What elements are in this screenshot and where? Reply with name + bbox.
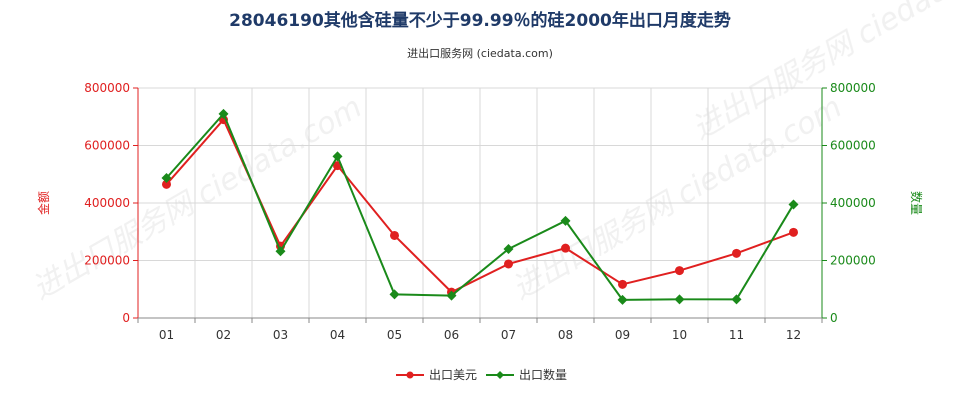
series-line-0	[165, 117, 794, 294]
left-tick-label: 600000	[84, 139, 130, 153]
data-point-amount	[162, 179, 171, 189]
grid	[138, 87, 822, 318]
right-axis-label: 数量	[909, 191, 924, 215]
data-point-amount	[561, 243, 570, 253]
right-tick-label: 600000	[830, 139, 876, 153]
x-tick-label: 09	[615, 328, 630, 342]
left-axis-ticks: 0 200000 400000 600000 800000	[84, 81, 138, 325]
legend: 出口美元 出口数量	[396, 367, 567, 382]
data-point-quantity	[332, 151, 343, 162]
data-point-quantity	[788, 199, 799, 210]
data-point-quantity	[503, 244, 514, 254]
x-tick-label: 07	[501, 328, 516, 342]
x-tick-label: 02	[216, 328, 231, 342]
data-point-amount	[390, 230, 399, 240]
data-point-quantity	[446, 290, 457, 301]
chart-subtitle: 进出口服务网 (ciedata.com)	[407, 46, 553, 60]
x-tick-label: 06	[444, 328, 459, 342]
data-point-quantity	[560, 215, 571, 226]
left-axis-label: 金额	[36, 191, 51, 215]
right-tick-label: 400000	[830, 196, 876, 210]
data-point-quantity	[731, 294, 742, 305]
data-point-amount	[675, 266, 684, 276]
left-tick-label: 400000	[84, 196, 130, 210]
data-point-quantity	[674, 294, 685, 305]
right-tick-label: 0	[830, 311, 838, 325]
left-tick-label: 200000	[84, 254, 130, 268]
right-tick-label: 200000	[830, 254, 876, 268]
data-point-amount	[618, 279, 627, 289]
x-tick-label: 10	[672, 328, 687, 342]
x-tick-label: 11	[729, 328, 744, 342]
data-point-quantity	[389, 289, 400, 300]
data-point-quantity	[218, 108, 229, 119]
right-axis-ticks: 0 200000 400000 600000 800000	[822, 81, 876, 325]
right-tick-label: 800000	[830, 81, 876, 95]
x-axis-ticks: 01 02 03 04 05 06 07 08 09 10 11 12	[137, 318, 823, 342]
data-point-amount	[732, 248, 741, 258]
legend-label-quantity: 出口数量	[519, 367, 567, 382]
x-tick-label: 05	[387, 328, 402, 342]
data-point-quantity	[617, 294, 628, 305]
data-point-amount	[789, 227, 798, 237]
left-tick-label: 800000	[84, 81, 130, 95]
x-tick-label: 03	[273, 328, 288, 342]
chart-title: 28046190其他含硅量不少于99.99％的硅2000年出口月度走势	[229, 10, 731, 31]
x-tick-label: 01	[159, 328, 174, 342]
legend-item-amount: 出口美元	[396, 368, 477, 382]
legend-item-quantity: 出口数量	[486, 367, 567, 382]
data-point-quantity	[161, 172, 172, 183]
series-line-1	[165, 112, 795, 301]
x-tick-label: 12	[786, 328, 801, 342]
x-tick-label: 08	[558, 328, 573, 342]
data-point-quantity	[275, 246, 286, 257]
legend-label-amount: 出口美元	[429, 368, 477, 382]
data-point-amount	[504, 259, 513, 269]
svg-text:进出口服务网 ciedata.com: 进出口服务网 ciedata.com	[27, 90, 368, 307]
series-group	[161, 108, 799, 305]
x-tick-label: 04	[330, 328, 345, 342]
left-tick-label: 0	[122, 311, 130, 325]
